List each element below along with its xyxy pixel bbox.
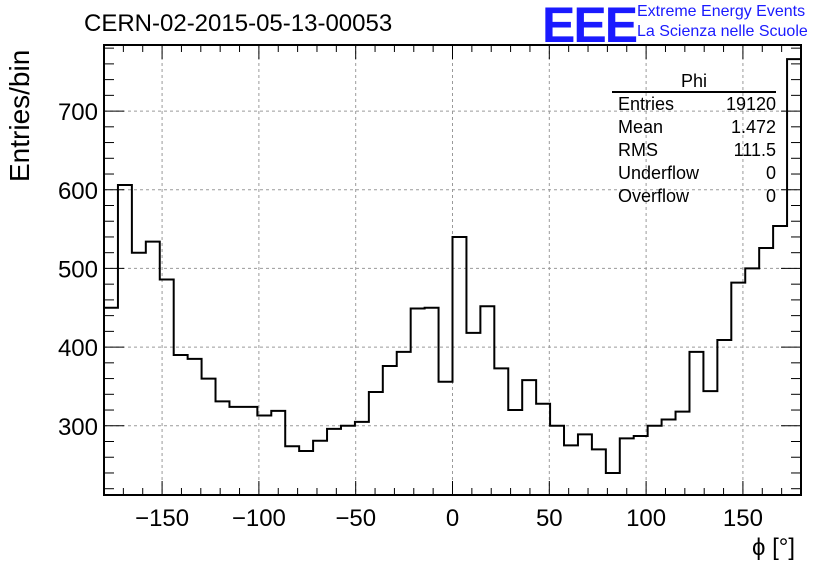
histogram-bin	[341, 426, 355, 495]
logo-caption: Extreme Energy Events La Scienza nelle S…	[637, 2, 808, 42]
histogram-bin	[285, 446, 299, 495]
x-tick-label: 50	[536, 505, 563, 532]
histogram-bin	[327, 429, 341, 495]
histogram-bin	[550, 426, 564, 495]
y-tick-label: 500	[58, 256, 98, 283]
stats-box: Phi Entries 19120 Mean 1.472 RMS 111.5 Unde…	[608, 71, 776, 208]
histogram-bin	[494, 368, 508, 495]
stats-row: RMS 111.5	[608, 139, 776, 162]
histogram-bin	[216, 401, 230, 495]
histogram-bin	[229, 407, 243, 495]
histogram-bin	[731, 283, 745, 495]
histogram-bin	[453, 237, 467, 495]
logo-caption-line2: La Scienza nelle Scuole	[637, 23, 808, 40]
histogram-bin	[745, 268, 759, 495]
stats-label: Entries	[618, 94, 675, 114]
histogram-bin	[480, 306, 494, 495]
histogram-bin	[132, 253, 146, 495]
stats-label: Mean	[618, 117, 664, 137]
histogram-bin	[606, 473, 620, 495]
stats-row: Overflow 0	[608, 185, 776, 208]
histogram-bin	[787, 59, 801, 495]
stats-value: 0	[765, 186, 776, 206]
stats-value: 111.5	[733, 140, 776, 160]
stats-value: 19120	[725, 94, 776, 114]
y-tick-label: 300	[58, 414, 98, 441]
histogram-bin	[118, 185, 132, 495]
x-axis-label: ϕ [°]	[752, 534, 796, 561]
plot-frame	[103, 44, 802, 496]
histogram-bin	[648, 426, 662, 495]
histogram-bin	[271, 411, 285, 495]
histogram-bin	[466, 333, 480, 495]
histogram-bin	[411, 309, 425, 495]
histogram-bin	[592, 449, 606, 495]
stats-value: 0	[765, 163, 776, 183]
histogram-bin	[564, 445, 578, 495]
x-tick-label: −150	[135, 505, 189, 532]
histogram-bin	[522, 380, 536, 495]
histogram-bin	[202, 379, 216, 495]
y-tick-label: 600	[58, 178, 98, 205]
histogram-bin	[717, 340, 731, 495]
chart-title: CERN-02-2015-05-13-00053	[84, 10, 393, 37]
y-tick-label: 700	[58, 99, 98, 126]
histogram-bin	[299, 451, 313, 495]
histogram-bin	[759, 248, 773, 495]
histogram-bin	[536, 404, 550, 495]
histogram-bin	[369, 392, 383, 495]
histogram-bin	[383, 366, 397, 495]
stats-row: Mean 1.472	[608, 116, 776, 139]
histogram-bin	[355, 422, 369, 495]
stats-label: Underflow	[618, 163, 700, 183]
stats-label: RMS	[618, 140, 658, 160]
histogram-bin	[188, 359, 202, 495]
stats-value: 1.472	[730, 117, 776, 137]
y-axis-label: Entries/bin	[4, 49, 35, 182]
x-tick-label: 150	[723, 505, 763, 532]
histogram-bin	[397, 352, 411, 495]
histogram-bin	[146, 242, 160, 495]
histogram-bin	[257, 416, 271, 495]
eee-logo: EEE	[542, 0, 638, 53]
histogram-bin	[425, 308, 439, 495]
logo-caption-line1: Extreme Energy Events	[637, 3, 806, 20]
stats-label: Overflow	[618, 186, 690, 206]
histogram-line	[104, 58, 801, 474]
stats-row: Underflow 0	[608, 162, 776, 185]
histogram-bin	[634, 436, 648, 495]
axis-ticks: −150 −100 −50 0 50 100 150 300 400 500 600 700	[58, 45, 802, 532]
histogram-bin	[174, 355, 188, 495]
x-tick-label: 0	[446, 505, 459, 532]
histogram-bin	[508, 410, 522, 495]
histogram-bin	[662, 419, 676, 495]
histogram-bin	[578, 434, 592, 495]
histogram-bin	[439, 382, 453, 495]
histogram-bin	[689, 352, 703, 495]
x-tick-label: −100	[232, 505, 286, 532]
stats-row: Entries 19120	[608, 93, 776, 116]
histogram-bin	[703, 391, 717, 495]
histogram-bin	[243, 407, 257, 495]
histogram-bin	[104, 308, 118, 495]
histogram-bin	[676, 412, 690, 495]
histogram-bin	[773, 226, 787, 495]
x-tick-label: 100	[626, 505, 666, 532]
stats-title: Phi	[612, 71, 776, 93]
histogram-bin	[313, 441, 327, 495]
x-tick-label: −50	[335, 505, 376, 532]
y-tick-label: 400	[58, 335, 98, 362]
histogram-bin	[620, 438, 634, 495]
histogram-bin	[160, 279, 174, 495]
